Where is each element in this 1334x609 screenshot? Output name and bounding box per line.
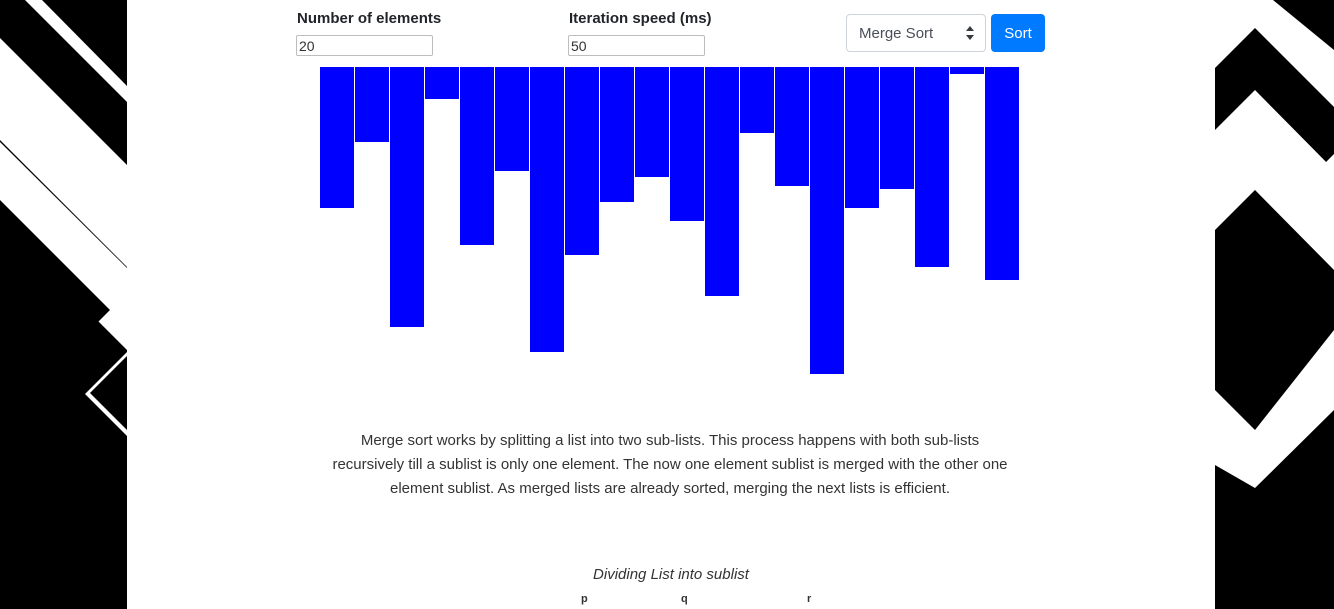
array-bar <box>600 67 634 202</box>
algorithm-select[interactable]: Merge Sort <box>846 14 986 52</box>
decorative-pattern-right <box>1215 0 1334 609</box>
select-caret-icon <box>966 26 974 40</box>
speed-label: Iteration speed (ms) <box>569 10 712 27</box>
elements-input[interactable] <box>296 35 433 56</box>
array-bar <box>985 67 1019 280</box>
array-bar <box>810 67 844 374</box>
left-decoration <box>0 0 127 609</box>
array-bar <box>320 67 354 208</box>
array-bar <box>775 67 809 186</box>
diagram-caption: Dividing List into sublist <box>593 566 749 583</box>
array-bar <box>565 67 599 255</box>
array-bar <box>705 67 739 296</box>
bars-visualization <box>320 67 1020 387</box>
elements-label: Number of elements <box>297 10 442 27</box>
array-bar <box>530 67 564 352</box>
array-bar <box>635 67 669 177</box>
array-bar <box>950 67 984 74</box>
array-bar <box>390 67 424 327</box>
array-bar <box>425 67 459 99</box>
array-bar <box>355 67 389 142</box>
array-bar <box>670 67 704 221</box>
pointer-p-label: p <box>581 593 588 605</box>
array-bar <box>460 67 494 245</box>
array-bar <box>915 67 949 267</box>
algorithm-select-value: Merge Sort <box>859 24 934 42</box>
speed-input[interactable] <box>568 35 705 56</box>
array-bar <box>845 67 879 208</box>
pointer-r-label: r <box>807 593 812 605</box>
array-bar <box>880 67 914 189</box>
array-bar <box>740 67 774 133</box>
array-bar <box>495 67 529 171</box>
pointer-q-label: q <box>681 593 688 605</box>
algorithm-description: Merge sort works by splitting a list int… <box>332 432 1008 497</box>
right-decoration <box>1215 0 1334 609</box>
decorative-pattern-left <box>0 0 127 609</box>
sort-button[interactable]: Sort <box>991 14 1045 52</box>
